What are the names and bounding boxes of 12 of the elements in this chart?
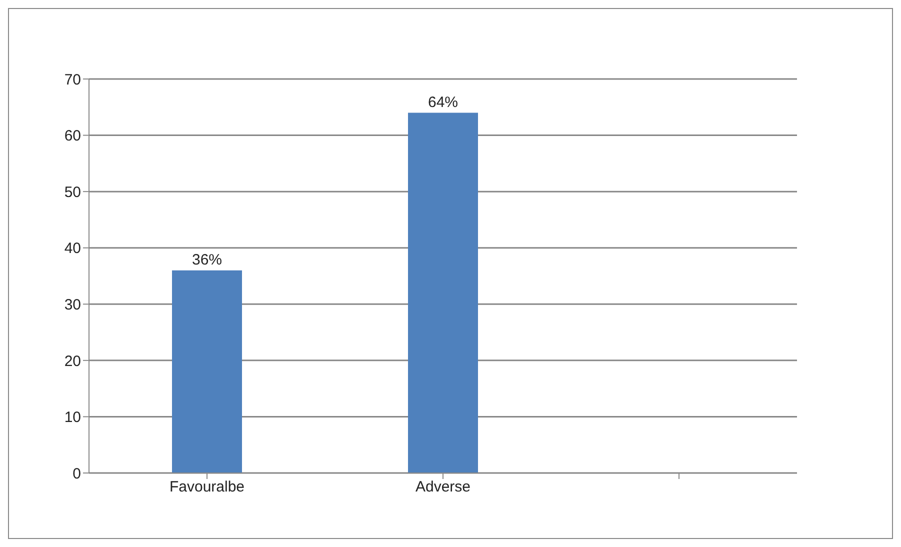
data-label: 36% [192,251,222,268]
y-tick-label: 10 [64,409,81,426]
y-tick-label: 30 [64,296,81,314]
y-tick-label: 40 [64,240,81,258]
y-tick-label: 60 [64,128,81,145]
data-label: 64% [428,94,458,111]
x-tick-label: Favouralbe [169,478,245,496]
y-tick-label: 50 [64,184,81,201]
x-tick-label: Adverse [415,478,471,496]
y-tick-label: 0 [72,465,81,482]
y-tick-label: 70 [64,71,81,88]
y-tick-label: 20 [64,352,81,370]
